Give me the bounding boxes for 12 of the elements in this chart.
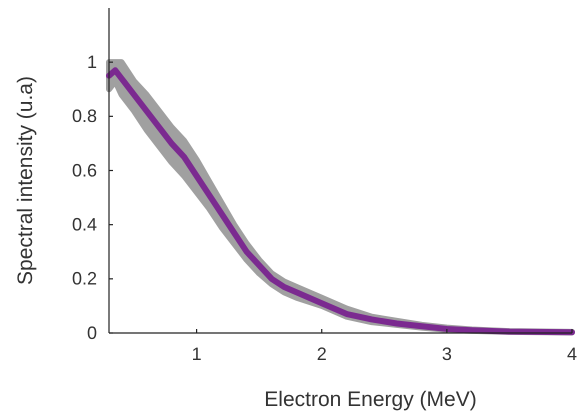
- y-tick-label: 0.4: [72, 214, 97, 234]
- y-tick-label: 1: [86, 52, 97, 72]
- y-tick-label: 0.8: [72, 106, 97, 126]
- y-tick-label: 0.2: [72, 268, 97, 289]
- y-tick-label: 0: [86, 322, 97, 343]
- x-tick-label: 1: [192, 344, 202, 364]
- y-tick-label: 0.6: [72, 160, 97, 180]
- x-tick-label: 4: [566, 344, 578, 364]
- x-axis-title: Electron Energy (MeV): [264, 388, 477, 411]
- x-tick-label: 2: [316, 344, 327, 364]
- x-tick-label: 3: [442, 344, 452, 364]
- y-axis-title: Spectral intensity (u.a): [14, 76, 37, 285]
